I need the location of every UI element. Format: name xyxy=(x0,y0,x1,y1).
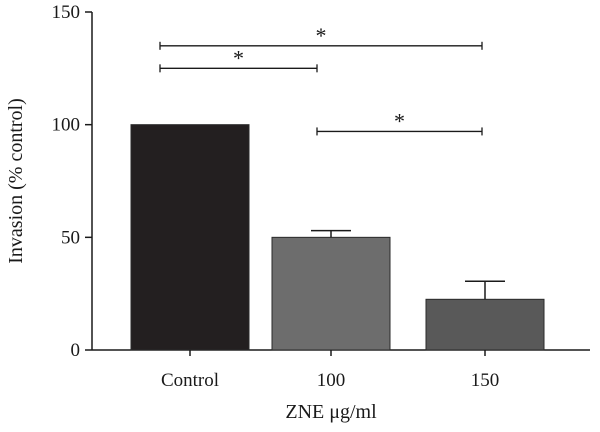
y-axis-title: Invasion (% control) xyxy=(5,98,27,264)
bar-0 xyxy=(130,124,250,351)
x-category-labels: Control 100 150 xyxy=(161,350,499,391)
x-category-label-1: 100 xyxy=(317,370,346,391)
sig-star-2: * xyxy=(394,108,405,133)
y-tick-label-3: 150 xyxy=(52,2,81,23)
y-ticks: 0 50 100 150 xyxy=(52,2,92,361)
y-tick-label-2: 100 xyxy=(52,115,81,136)
sig-star-0: * xyxy=(233,45,244,70)
y-tick-label-1: 50 xyxy=(61,227,80,248)
sig-star-1: * xyxy=(316,23,327,48)
significance-brackets: * * * xyxy=(159,23,483,136)
x-axis-title: ZNE μg/ml xyxy=(285,401,377,423)
error-bars xyxy=(311,229,505,300)
bar-2 xyxy=(425,298,545,351)
x-category-label-2: 150 xyxy=(471,370,500,391)
y-tick-label-0: 0 xyxy=(71,340,81,361)
bar-1 xyxy=(271,236,391,351)
bars xyxy=(130,124,545,351)
x-category-label-0: Control xyxy=(161,370,219,391)
